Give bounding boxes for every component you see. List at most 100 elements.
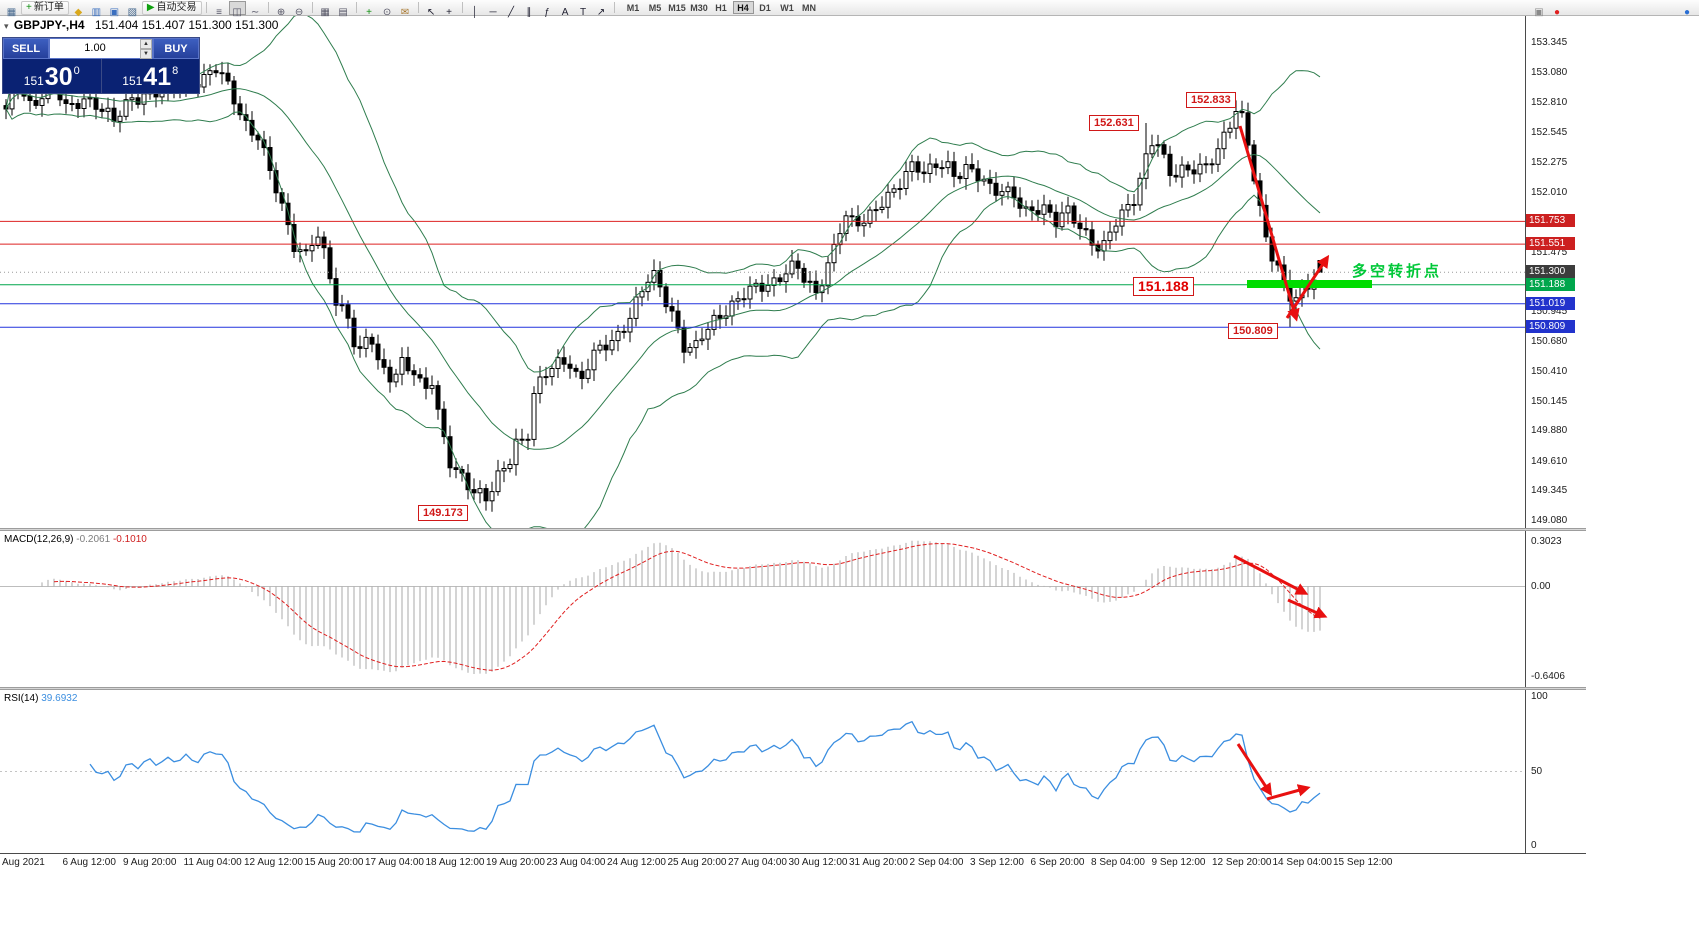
timeframe-D1[interactable]: D1 — [759, 3, 771, 13]
timeframe-H4[interactable]: H4 — [732, 1, 754, 14]
price-flag-150.809[interactable]: 150.809 — [1228, 323, 1278, 339]
candle — [369, 333, 375, 353]
candle — [219, 61, 225, 85]
candle — [573, 364, 579, 378]
timeframe-M15[interactable]: M15 — [668, 3, 686, 13]
macd-scale-min: -0.6406 — [1531, 671, 1565, 682]
volume-field[interactable]: 1.00 ▲ ▼ — [49, 38, 153, 59]
rsi-panel-chart[interactable] — [0, 690, 1525, 853]
bid-price[interactable]: 151 30 0 — [3, 59, 102, 93]
volume-up-button[interactable]: ▲ — [140, 39, 152, 49]
price-flag-149.173[interactable]: 149.173 — [418, 505, 468, 521]
turning-point-note[interactable]: 多空转折点 — [1352, 263, 1443, 280]
horizontal-line-icon[interactable]: ─ — [485, 1, 502, 18]
candle — [909, 154, 915, 182]
price-tag-151.753: 151.753 — [1526, 214, 1575, 227]
trendline-icon[interactable]: ╱ — [503, 1, 520, 18]
ask-price[interactable]: 151 41 8 — [102, 59, 200, 93]
bollinger-upper-band — [5, 16, 1321, 373]
candle — [435, 380, 441, 420]
candle — [879, 196, 885, 214]
panel-separator[interactable] — [0, 687, 1586, 690]
text-icon-glyph: A — [561, 6, 569, 18]
timeframe-MN[interactable]: MN — [802, 3, 817, 13]
time-axis-label: 9 Aug 20:00 — [123, 857, 177, 868]
crosshair-icon[interactable]: + — [441, 1, 458, 18]
periods-icon[interactable]: ⊙ — [379, 1, 396, 18]
channel-icon[interactable]: ∥ — [521, 1, 538, 18]
record-icon[interactable]: ● — [1550, 1, 1564, 18]
price-tag-151.300: 151.300 — [1526, 265, 1575, 278]
candle — [69, 95, 75, 112]
cursor-icon[interactable]: ↖ — [423, 1, 440, 18]
cascade-windows-icon-glyph: ▤ — [338, 6, 348, 18]
candle — [705, 322, 711, 350]
candle — [1089, 221, 1095, 256]
macd-label: MACD(12,26,9) -0.2061 -0.1010 — [4, 534, 147, 545]
new-chart-icon[interactable]: ▦ — [3, 1, 20, 18]
price-scale-label: 151.475 — [1531, 247, 1568, 258]
zoom-out-icon[interactable]: ⊖ — [291, 1, 308, 18]
candle — [1107, 221, 1113, 250]
timeframe-M30[interactable]: M30 — [690, 3, 708, 13]
timeframe-M5[interactable]: M5 — [648, 3, 662, 13]
new-order-button-label: 新订单 — [33, 1, 64, 13]
price-flag-152.631[interactable]: 152.631 — [1089, 115, 1139, 131]
candlestick-chart-icon[interactable]: ◫ — [228, 0, 246, 18]
candle — [519, 428, 525, 445]
candle — [225, 63, 231, 85]
macd-signal-line — [53, 543, 1321, 671]
templates-icon[interactable]: ✉ — [397, 1, 414, 18]
candle — [615, 324, 621, 352]
navigator-icon[interactable]: ▧ — [124, 1, 141, 18]
ask-point: 8 — [172, 65, 179, 77]
candle — [285, 193, 291, 235]
vertical-line-icon[interactable]: │ — [467, 1, 484, 18]
price-flag-152.833[interactable]: 152.833 — [1186, 92, 1236, 108]
toolbar-right-icons: ▣ ● ● — [1532, 1, 1694, 18]
one-click-collapse-icon[interactable]: ▾ — [4, 21, 9, 31]
candle — [477, 480, 483, 504]
fibonacci-icon[interactable]: ƒ — [539, 1, 556, 18]
candle — [549, 364, 555, 386]
candle — [873, 200, 879, 222]
autotrading-button[interactable]: ▶ 自动交易 — [141, 0, 202, 15]
market-watch-icon[interactable]: ▥ — [88, 1, 105, 18]
new-order-button[interactable]: + 新订单 — [21, 0, 69, 15]
candle — [795, 253, 801, 280]
tile-windows-icon[interactable]: ▦ — [317, 1, 334, 18]
volume-down-button[interactable]: ▼ — [140, 49, 152, 59]
candle — [921, 161, 927, 183]
toolbar-separator — [613, 2, 615, 13]
record-icon-glyph: ● — [1553, 7, 1561, 18]
macd-panel-chart[interactable] — [0, 531, 1525, 687]
timeframe-M1[interactable]: M1 — [626, 3, 640, 13]
candle — [771, 269, 777, 297]
text-icon[interactable]: A — [557, 1, 574, 18]
timeframe-H1[interactable]: H1 — [715, 3, 727, 13]
line-chart-icon[interactable]: ∼ — [247, 1, 264, 18]
cascade-windows-icon[interactable]: ▤ — [335, 1, 352, 18]
arrows-icon[interactable]: ↗ — [593, 1, 610, 18]
label-icon[interactable]: T — [575, 1, 592, 18]
candle — [501, 461, 507, 483]
zoom-in-icon[interactable]: ⊕ — [273, 1, 290, 18]
community-icon[interactable]: ● — [1680, 1, 1694, 18]
candle — [429, 375, 435, 395]
time-axis-label: 24 Aug 12:00 — [607, 857, 666, 868]
candle — [99, 103, 105, 119]
buy-button[interactable]: BUY — [153, 38, 199, 59]
timeframe-W1[interactable]: W1 — [780, 3, 794, 13]
sell-button[interactable]: SELL — [3, 38, 49, 59]
bar-chart-icon[interactable]: ≡ — [211, 1, 228, 18]
metaeditor-icon[interactable]: ◆ — [70, 1, 87, 18]
screenshot-icon[interactable]: ▣ — [1532, 1, 1546, 18]
time-axis-label: 2 Sep 04:00 — [909, 857, 964, 868]
price-chart[interactable] — [0, 16, 1525, 528]
candle — [441, 401, 447, 445]
indicators-icon[interactable]: + — [361, 1, 378, 18]
data-window-icon[interactable]: ▣ — [106, 1, 123, 18]
candle — [1011, 176, 1017, 208]
price-flag-151.188[interactable]: 151.188 — [1133, 277, 1194, 296]
panel-separator[interactable] — [0, 528, 1586, 531]
